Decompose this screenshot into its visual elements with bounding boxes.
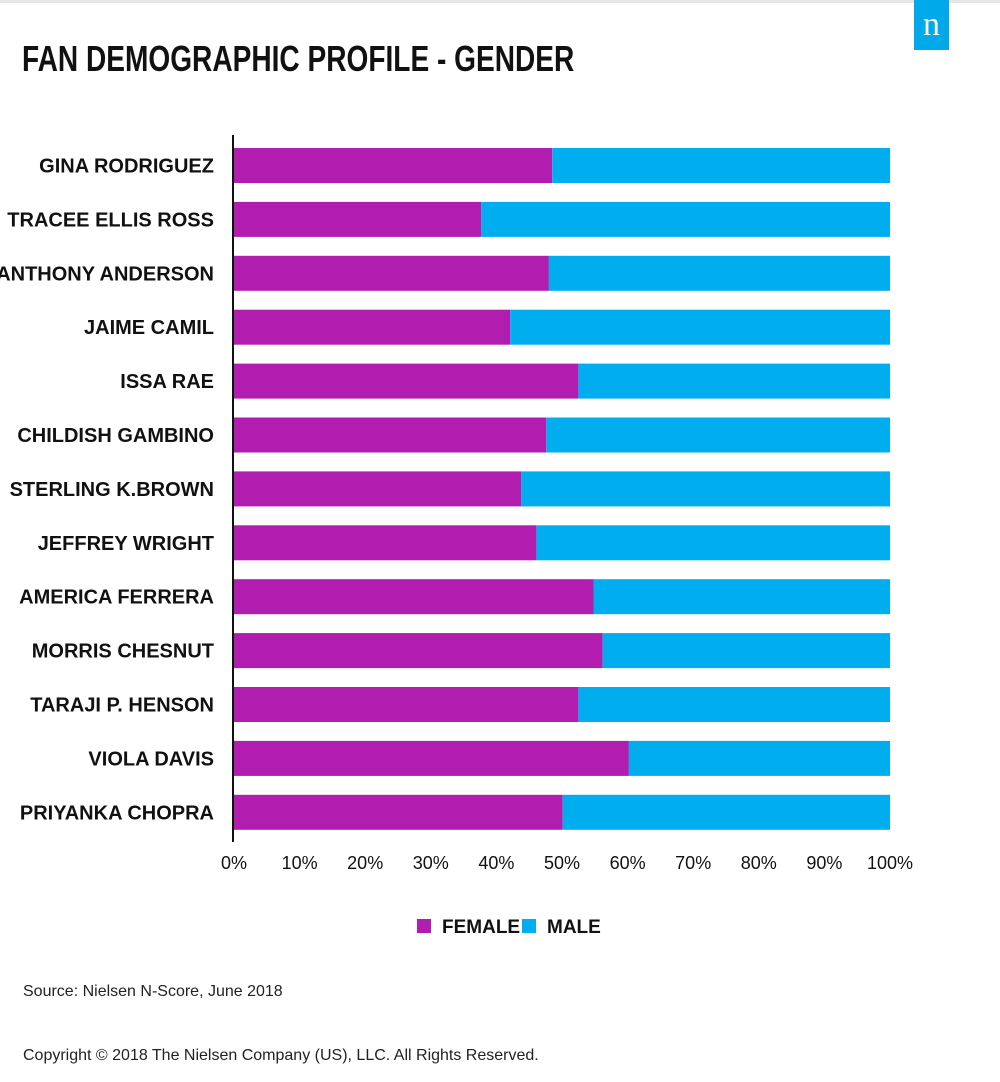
category-label: VIOLA DAVIS <box>88 748 214 770</box>
bar-male-12 <box>562 794 890 830</box>
bar-female-8 <box>234 579 594 615</box>
category-label: JEFFREY WRIGHT <box>38 533 214 555</box>
x-tick-label: 50% <box>544 853 580 873</box>
category-label: GINA RODRIGUEZ <box>39 156 214 178</box>
bar-area <box>234 148 890 830</box>
category-label: ANTHONY ANDERSON <box>0 263 214 285</box>
bar-male-7 <box>536 525 890 561</box>
category-label: ISSA RAE <box>120 371 214 393</box>
x-tick-label: 20% <box>347 853 383 873</box>
chart-title: FAN DEMOGRAPHIC PROFILE - GENDER <box>22 38 575 79</box>
x-tick-label: 0% <box>221 853 247 873</box>
x-tick-label: 100% <box>867 853 913 873</box>
bar-female-9 <box>234 633 603 669</box>
bar-male-2 <box>548 255 890 291</box>
copyright-note: Copyright © 2018 The Nielsen Company (US… <box>23 1047 539 1064</box>
category-label: PRIYANKA CHOPRA <box>20 802 214 824</box>
bar-female-0 <box>234 148 553 183</box>
x-tick-label: 70% <box>675 853 711 873</box>
bar-female-12 <box>234 794 563 830</box>
bar-female-10 <box>234 687 579 722</box>
x-tick-label: 60% <box>610 853 646 873</box>
bar-female-4 <box>234 363 579 399</box>
bar-female-6 <box>234 471 522 507</box>
bar-female-2 <box>234 255 549 291</box>
bar-male-0 <box>552 148 890 183</box>
legend-swatch-female <box>417 919 431 933</box>
category-label: CHILDISH GAMBINO <box>17 425 214 447</box>
category-label: AMERICA FERRERA <box>19 587 214 609</box>
stacked-bar-chart: GINA RODRIGUEZ TRACEE ELLIS ROSS ANTHONY A… <box>0 135 913 938</box>
bar-male-4 <box>578 363 890 399</box>
legend-label-male: MALE <box>547 917 601 938</box>
bar-male-5 <box>546 417 890 453</box>
bar-male-10 <box>578 687 890 722</box>
category-label: JAIME CAMIL <box>84 317 214 339</box>
x-tick-label: 10% <box>282 853 318 873</box>
category-label: TARAJI P. HENSON <box>30 695 214 717</box>
bar-male-11 <box>628 740 890 776</box>
nielsen-logo: n <box>914 0 949 50</box>
x-tick-labels: 0% 10% 20% 30% 40% 50% 60% 70% 80% 90% 100% <box>221 853 913 873</box>
top-rule <box>0 0 1000 3</box>
category-labels: GINA RODRIGUEZ TRACEE ELLIS ROSS ANTHONY A… <box>0 156 214 825</box>
x-tick-label: 80% <box>741 853 777 873</box>
category-label: MORRIS CHESNUT <box>32 641 214 663</box>
bar-female-5 <box>234 417 547 453</box>
category-label: TRACEE ELLIS ROSS <box>7 209 214 231</box>
legend-swatch-male <box>522 919 536 933</box>
bar-male-6 <box>521 471 890 507</box>
x-tick-label: 30% <box>413 853 449 873</box>
bar-male-1 <box>481 201 890 237</box>
bar-female-7 <box>234 525 537 561</box>
bar-female-3 <box>234 309 511 345</box>
source-note: Source: Nielsen N-Score, June 2018 <box>23 983 283 1000</box>
category-label: STERLING K.BROWN <box>10 479 214 501</box>
bar-female-11 <box>234 740 629 776</box>
bar-male-8 <box>593 579 890 615</box>
x-tick-label: 40% <box>478 853 514 873</box>
legend-label-female: FEMALE <box>442 917 520 938</box>
bar-male-3 <box>510 309 890 345</box>
bar-female-1 <box>234 201 482 237</box>
x-tick-label: 90% <box>806 853 842 873</box>
bar-male-9 <box>602 633 890 669</box>
legend: FEMALE MALE <box>417 917 601 938</box>
